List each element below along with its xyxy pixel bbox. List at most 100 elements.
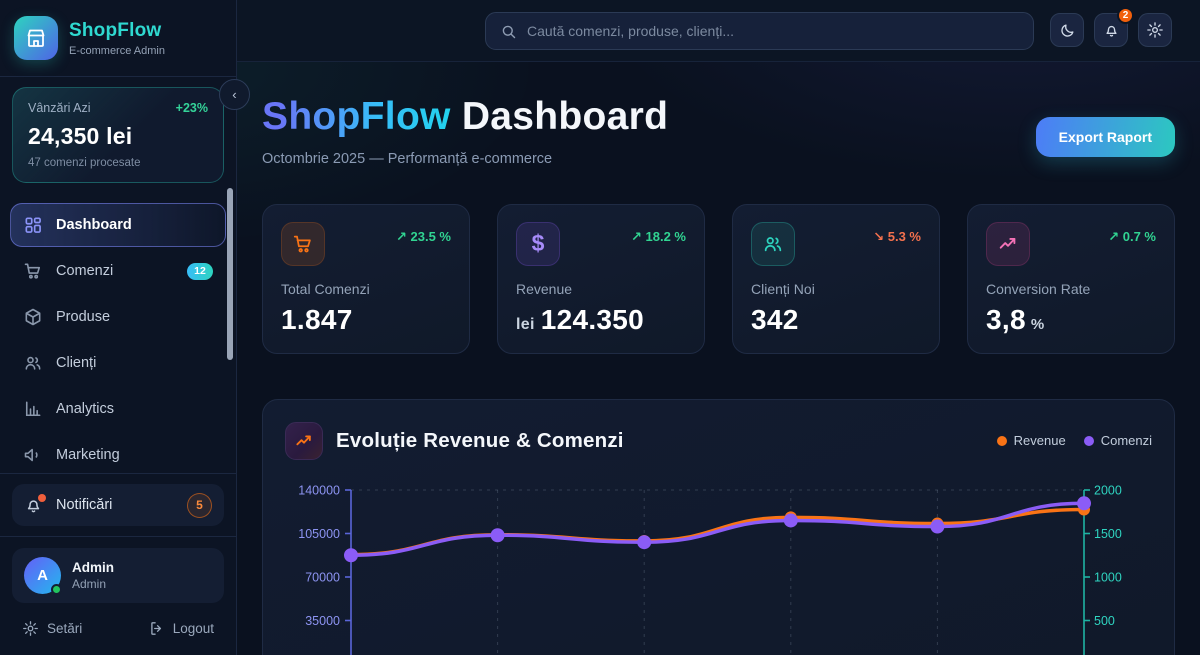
gear-icon: [22, 620, 39, 637]
stat-card-clienti-noi: ↘ 5.3 % Clienți Noi 342: [732, 203, 940, 354]
settings-label: Setări: [47, 621, 83, 636]
orders-count-badge: 12: [187, 262, 213, 280]
sidebar-item-marketing[interactable]: Marketing: [10, 433, 226, 473]
stat-card-total-comenzi: ↗ 23.5 % Total Comenzi 1.847: [262, 203, 470, 354]
storefront-logo-icon: [14, 16, 58, 60]
trending-up-icon: [986, 221, 1030, 266]
notification-dot: [38, 493, 46, 502]
grid-icon: [23, 215, 43, 235]
legend-dot-revenue: [996, 435, 1007, 446]
stats-row: ↗ 23.5 % Total Comenzi 1.847 $ ↗ 18.2 % …: [262, 203, 1175, 354]
user-card[interactable]: A Admin Admin: [12, 548, 224, 603]
sidebar-item-analytics[interactable]: Analytics: [10, 387, 226, 431]
brand-subtitle: E-commerce Admin: [69, 44, 165, 57]
sidebar-item-comenzi[interactable]: Comenzi 12: [10, 249, 226, 293]
avatar: A: [24, 557, 62, 595]
search-icon: [500, 23, 517, 40]
logout-icon: [148, 620, 165, 637]
online-status-dot: [51, 584, 62, 595]
revenue-orders-chart-card: Evoluție Revenue & Comenzi Revenue Comen…: [262, 398, 1175, 655]
page-subtitle: Octombrie 2025 — Performanță e-commerce: [262, 150, 553, 167]
sidebar-item-label: Dashboard: [56, 217, 132, 233]
sidebar-scrollbar[interactable]: [227, 188, 233, 360]
chart-header: Evoluție Revenue & Comenzi Revenue Comen…: [285, 421, 1152, 460]
stat-delta: ↘ 5.3 %: [873, 228, 921, 244]
stat-label: Revenue: [516, 280, 573, 297]
bell-icon: [1103, 22, 1120, 39]
moon-icon: [1059, 22, 1076, 39]
svg-text:1500: 1500: [1094, 527, 1122, 541]
sidebar-item-label: Comenzi: [56, 263, 114, 279]
stat-delta: ↗ 0.7 %: [1108, 228, 1156, 244]
stat-label: Conversion Rate: [986, 280, 1091, 297]
bar-chart-icon: [23, 399, 43, 419]
stat-value: lei 124.350: [516, 303, 645, 335]
trending-up-icon: [285, 421, 323, 460]
settings-button-topbar[interactable]: [1138, 13, 1172, 47]
stat-value: 1.847: [281, 303, 353, 335]
search-bar[interactable]: [485, 12, 1034, 50]
page-title-brand: ShopFlow: [262, 95, 451, 138]
chevron-left-icon: ‹: [232, 87, 237, 102]
cart-icon: [23, 261, 43, 281]
dollar-icon: $: [516, 221, 560, 266]
sales-today-card: Vânzări Azi +23% 24,350 lei 47 comenzi p…: [12, 87, 224, 183]
chart-title: Evoluție Revenue & Comenzi: [336, 428, 624, 452]
sidebar-item-label: Produse: [56, 309, 111, 325]
svg-text:500: 500: [1094, 614, 1115, 628]
notifications-bell-button[interactable]: 2: [1094, 7, 1134, 47]
sidebar-item-produse[interactable]: Produse: [10, 295, 226, 339]
logout-button[interactable]: Logout: [148, 620, 214, 637]
user-name: Admin: [72, 560, 114, 575]
legend-item-comenzi: Comenzi: [1083, 433, 1152, 448]
svg-text:35000: 35000: [305, 614, 340, 628]
page-title-rest: Dashboard: [450, 95, 669, 138]
page-header: ShopFlow Dashboard Octombrie 2025 — Perf…: [237, 62, 1200, 167]
export-report-button[interactable]: Export Raport: [1035, 117, 1175, 157]
sidebar: ShopFlow E-commerce Admin Vânzări Azi +2…: [0, 0, 237, 655]
svg-text:105000: 105000: [298, 527, 340, 541]
stat-label: Total Comenzi: [281, 280, 370, 297]
notifications-count-badge: 5: [187, 492, 212, 518]
logout-label: Logout: [172, 621, 214, 636]
search-input[interactable]: [527, 23, 1019, 39]
stat-delta: ↗ 18.2 %: [630, 228, 686, 244]
user-section: A Admin Admin: [0, 536, 236, 603]
sidebar-item-label: Analytics: [56, 401, 115, 417]
sidebar-item-label: Marketing: [56, 447, 120, 463]
user-role: Admin: [72, 577, 107, 591]
stat-delta: ↗ 23.5 %: [395, 228, 451, 244]
sales-today-label: Vânzări Azi: [28, 101, 91, 115]
svg-text:140000: 140000: [298, 483, 340, 497]
sidebar-nav: Dashboard Comenzi 12 Produse: [0, 191, 236, 473]
users-icon: [751, 221, 795, 266]
legend-dot-comenzi: [1083, 435, 1094, 446]
box-icon: [23, 307, 43, 327]
notifications-section: Notificări 5: [0, 473, 236, 536]
topbar: 2: [237, 0, 1200, 62]
stat-value: 342: [751, 303, 799, 335]
notifications-button[interactable]: Notificări 5: [12, 484, 224, 526]
stat-label: Clienți Noi: [751, 280, 815, 297]
sidebar-collapse-button[interactable]: ‹: [219, 79, 250, 110]
settings-button[interactable]: Setări: [22, 620, 82, 637]
sales-today-value: 24,350 lei: [28, 123, 133, 149]
sales-today-delta: +23%: [175, 101, 208, 115]
stat-card-conversion-rate: ↗ 0.7 % Conversion Rate 3,8%: [967, 203, 1175, 354]
revenue-orders-chart: 140000 105000 70000 35000 2000 1500 1000 500: [298, 483, 1122, 655]
notifications-label: Notificări: [56, 497, 113, 513]
brand-name: ShopFlow: [69, 19, 162, 41]
currency-prefix: lei: [516, 315, 535, 333]
sidebar-item-label: Clienți: [56, 355, 97, 371]
stat-value: 3,8%: [986, 303, 1045, 335]
sidebar-footer: Setări Logout: [0, 603, 236, 655]
sidebar-item-clienti[interactable]: Clienți: [10, 341, 226, 385]
theme-toggle-button[interactable]: [1050, 13, 1084, 47]
gear-icon: [1146, 21, 1164, 39]
stat-card-revenue: $ ↗ 18.2 % Revenue lei 124.350: [497, 203, 705, 354]
megaphone-icon: [23, 445, 43, 465]
bell-icon: [24, 493, 46, 515]
avatar-initial: A: [37, 567, 48, 584]
chart-legend: Revenue Comenzi: [996, 433, 1152, 448]
sidebar-item-dashboard[interactable]: Dashboard: [10, 203, 226, 247]
